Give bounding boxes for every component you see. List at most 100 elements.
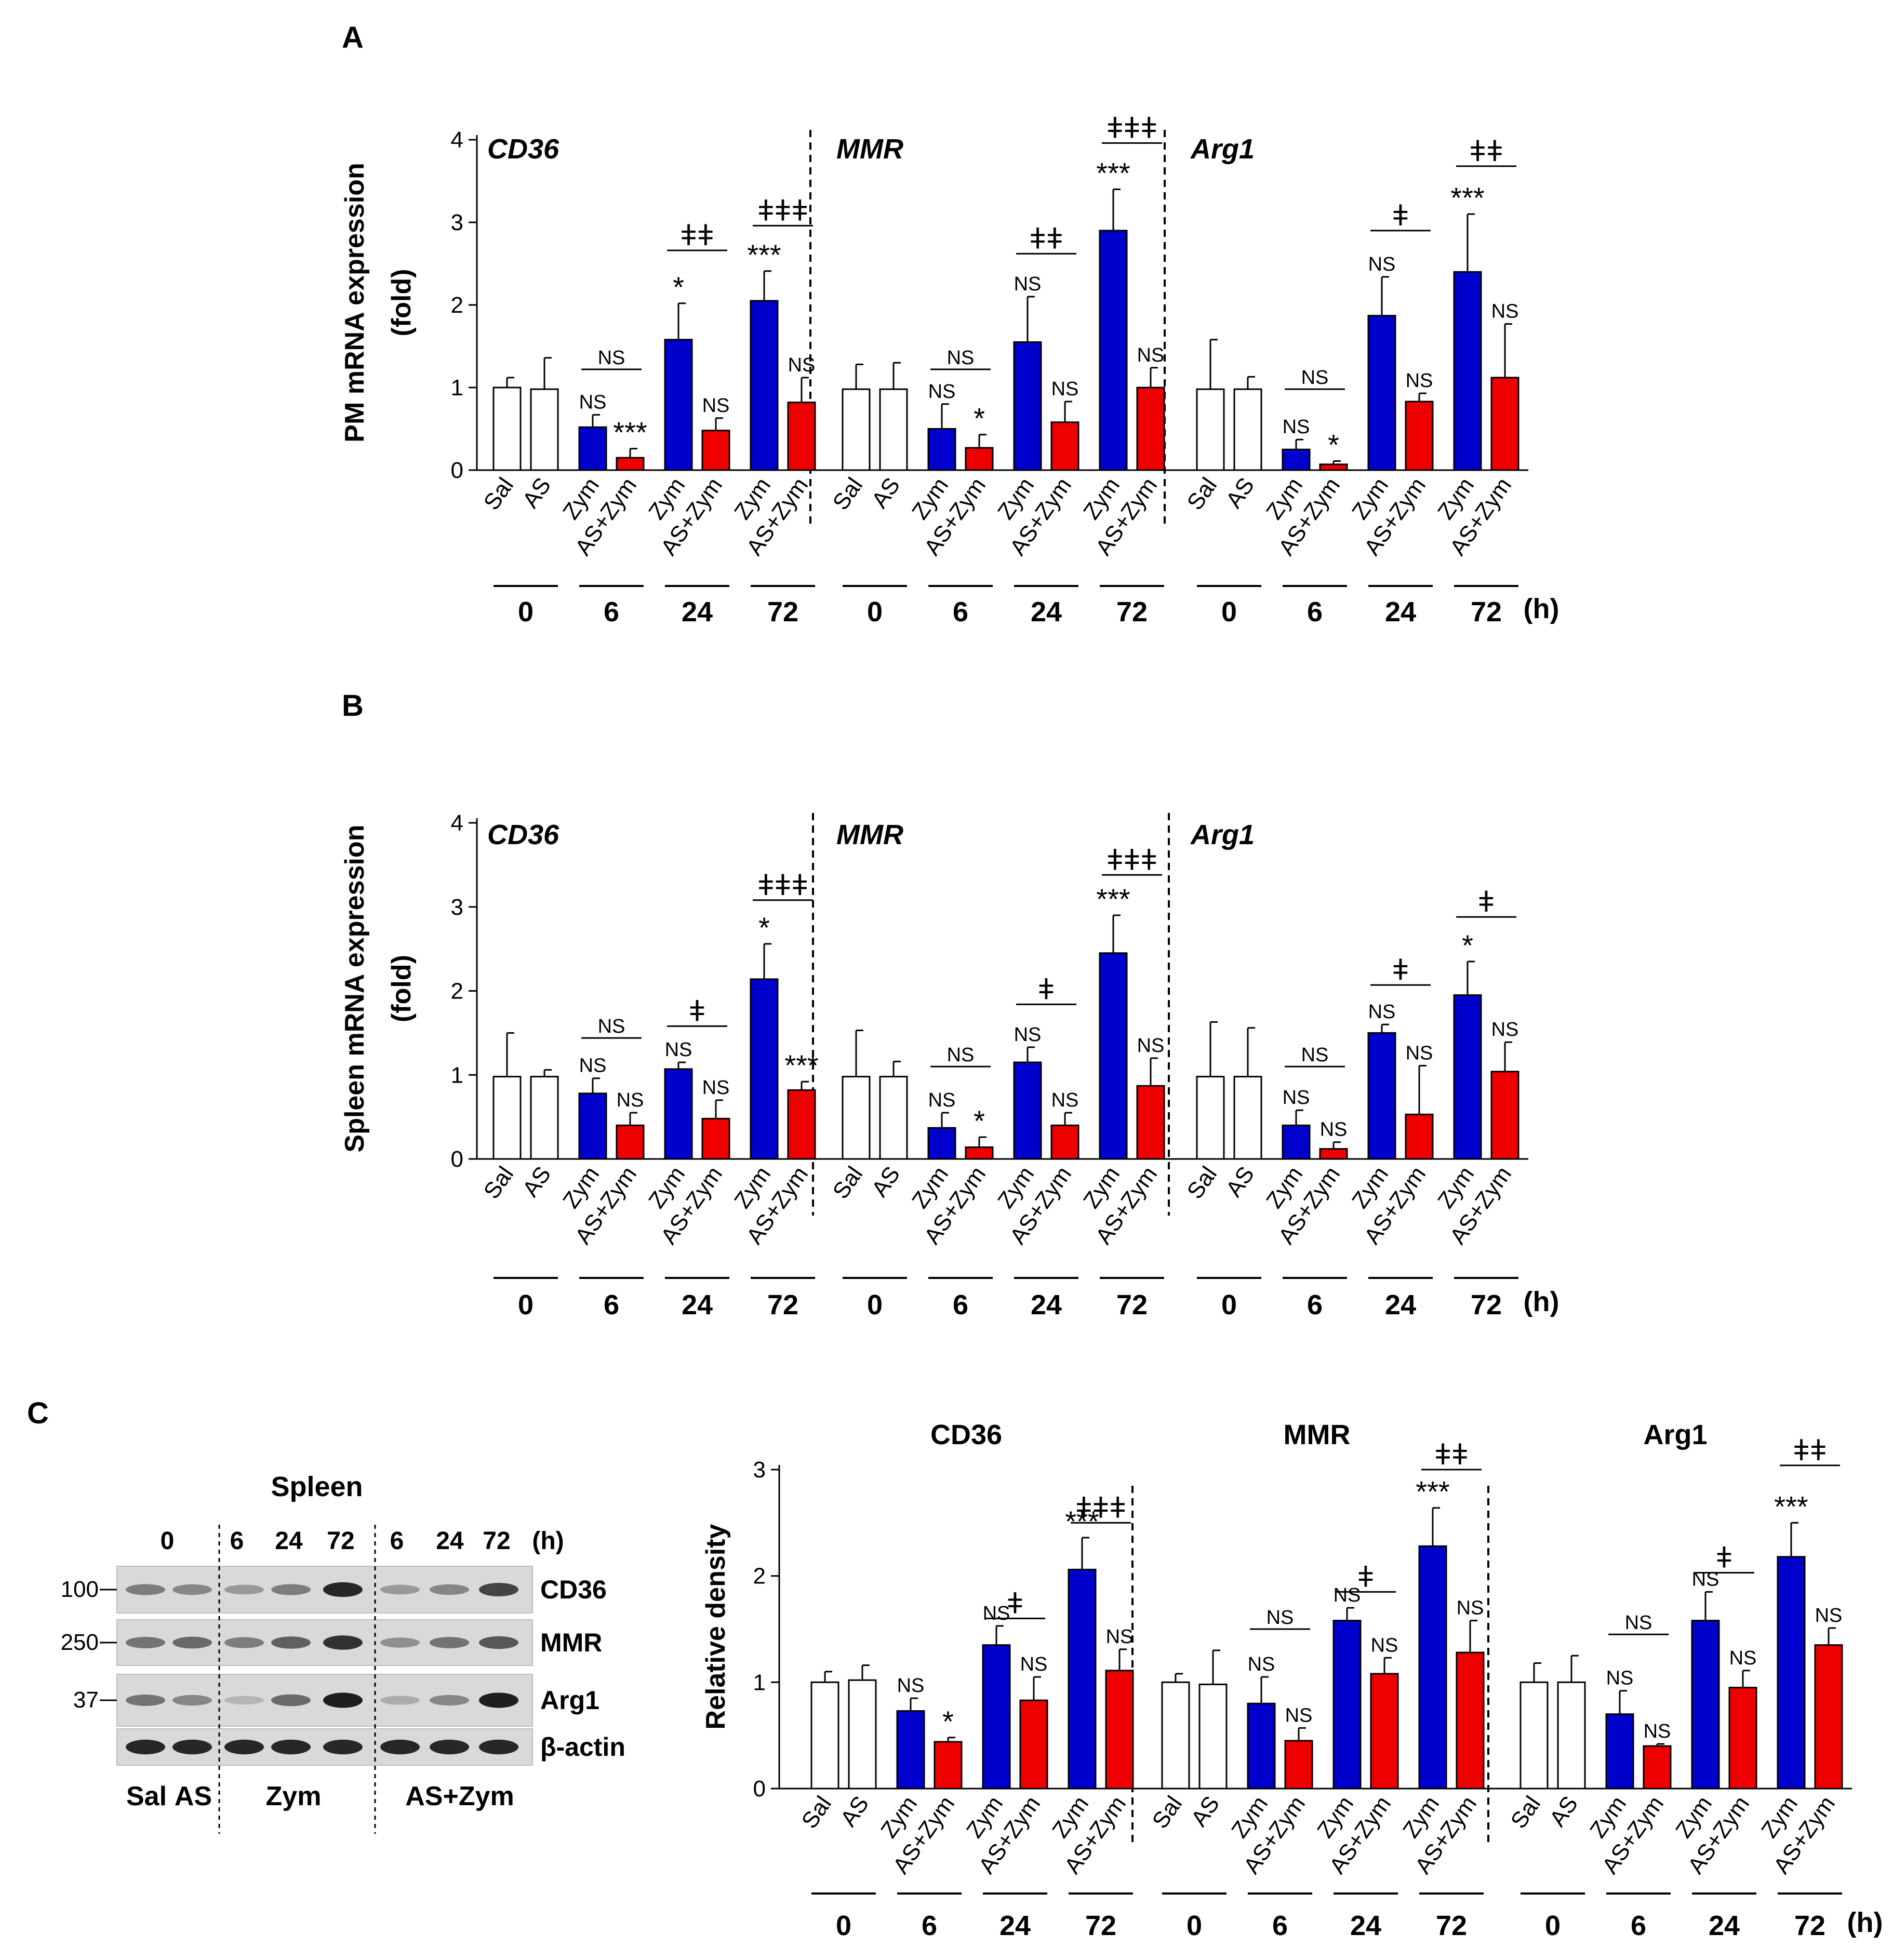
category-label: Sal <box>797 1792 837 1833</box>
significance-mark: NS <box>1644 1721 1671 1742</box>
bar <box>965 1146 994 1160</box>
y-tick-label: 1 <box>451 375 463 401</box>
category-label: AS <box>1221 473 1259 513</box>
bracket-label: ǂǂǂ <box>1107 111 1157 144</box>
significance-mark: * <box>974 402 985 435</box>
time-label: 72 <box>1085 1910 1116 1941</box>
category-label: AS <box>1186 1792 1224 1831</box>
bar <box>750 978 779 1160</box>
bracket-label: ǂǂǂ <box>757 194 808 226</box>
time-label: 24 <box>682 596 713 628</box>
time-label: 0 <box>1545 1910 1561 1941</box>
bar <box>1198 1683 1228 1790</box>
bracket-label: ǂ <box>1392 199 1409 232</box>
bracket-label: ǂǂ <box>1469 135 1503 167</box>
blot-band <box>126 1739 165 1755</box>
blot-protein-label: β-actin <box>540 1732 625 1762</box>
blot-band <box>323 1692 363 1708</box>
bar <box>530 1075 559 1160</box>
bar <box>787 402 816 471</box>
bar <box>842 1075 871 1160</box>
category-label: Sal <box>479 473 519 515</box>
bar <box>1319 463 1348 471</box>
bar <box>492 1075 522 1160</box>
significance-mark: NS <box>1014 273 1042 295</box>
y-tick-label: 4 <box>451 127 463 153</box>
significance-mark: NS <box>1491 1019 1519 1041</box>
significance-mark: *** <box>1096 156 1130 189</box>
bar <box>1233 1075 1262 1160</box>
blot-band <box>430 1695 469 1706</box>
bracket-label: ǂ <box>1038 972 1055 1005</box>
significance-mark: NS <box>579 391 607 413</box>
blot-band <box>126 1637 165 1648</box>
significance-mark: NS <box>1368 1001 1396 1023</box>
significance-mark: NS <box>983 1603 1010 1624</box>
blot-mw-label: 100 <box>61 1577 99 1602</box>
time-label: 72 <box>1471 596 1502 628</box>
blot-group-as: AS <box>175 1781 212 1811</box>
significance-mark: NS <box>1692 1568 1719 1590</box>
gene-label: CD36 <box>930 1419 1002 1450</box>
time-label: 24 <box>1709 1910 1740 1941</box>
blot-band <box>172 1636 212 1649</box>
bracket-label: ǂ <box>1357 1560 1375 1593</box>
bar <box>1367 1032 1396 1160</box>
category-label: AS <box>835 1792 874 1831</box>
significance-mark: NS <box>1106 1626 1134 1648</box>
time-label: 0 <box>1187 1910 1202 1941</box>
category-label: AS <box>1544 1792 1583 1831</box>
bracket-label: ǂ <box>1478 885 1495 918</box>
significance-mark: * <box>1462 929 1473 962</box>
bar <box>1453 994 1482 1160</box>
bar <box>1418 1545 1447 1790</box>
bar <box>1105 1670 1134 1790</box>
bar <box>616 1124 645 1160</box>
blot-band <box>479 1692 518 1708</box>
bar <box>1319 1148 1348 1160</box>
significance-mark: *** <box>747 238 781 271</box>
bar <box>1136 386 1165 471</box>
bar <box>578 1092 607 1160</box>
bar <box>1490 1071 1519 1160</box>
blot-band <box>271 1739 311 1755</box>
bar <box>701 430 730 471</box>
y-tick-label: 3 <box>753 1457 766 1483</box>
blot-band <box>172 1695 212 1706</box>
blot-band <box>271 1694 311 1706</box>
blot-band <box>224 1739 264 1755</box>
bar <box>1013 341 1042 471</box>
gene-label: MMR <box>836 134 903 165</box>
bar <box>1691 1620 1720 1790</box>
bar <box>578 426 607 471</box>
bar <box>1068 1568 1097 1790</box>
bar <box>1370 1673 1399 1790</box>
blot-band <box>323 1739 363 1755</box>
category-label: Sal <box>1182 1162 1222 1204</box>
blot-band <box>380 1584 420 1595</box>
category-label: AS <box>517 1162 556 1202</box>
category-label: AS <box>1221 1162 1259 1202</box>
gene-label: CD36 <box>487 819 559 850</box>
time-label: 0 <box>867 596 883 628</box>
blot-band <box>126 1695 165 1706</box>
time-label: 24 <box>1031 596 1062 628</box>
blot-band <box>126 1584 165 1595</box>
time-label: 24 <box>999 1910 1031 1941</box>
time-label: 24 <box>1385 596 1416 628</box>
bar <box>1405 1113 1434 1160</box>
y-tick-label: 1 <box>753 1670 766 1695</box>
blot-title: Spleen <box>271 1471 363 1502</box>
bracket-label: ǂǂ <box>1029 222 1063 255</box>
blot-time-1: 6 <box>230 1527 244 1555</box>
time-label: 6 <box>953 596 968 628</box>
y-axis-label-unit: (fold) <box>386 955 417 1022</box>
gene-label: CD36 <box>487 134 559 165</box>
significance-mark: * <box>942 1705 954 1738</box>
time-label: 0 <box>1221 596 1237 628</box>
category-label: AS <box>866 1162 905 1202</box>
y-tick-label: 2 <box>451 979 463 1004</box>
bracket-label: ǂ <box>1007 1587 1024 1620</box>
blot-protein-label: CD36 <box>540 1575 607 1604</box>
panel-letter-b: B <box>342 689 364 723</box>
